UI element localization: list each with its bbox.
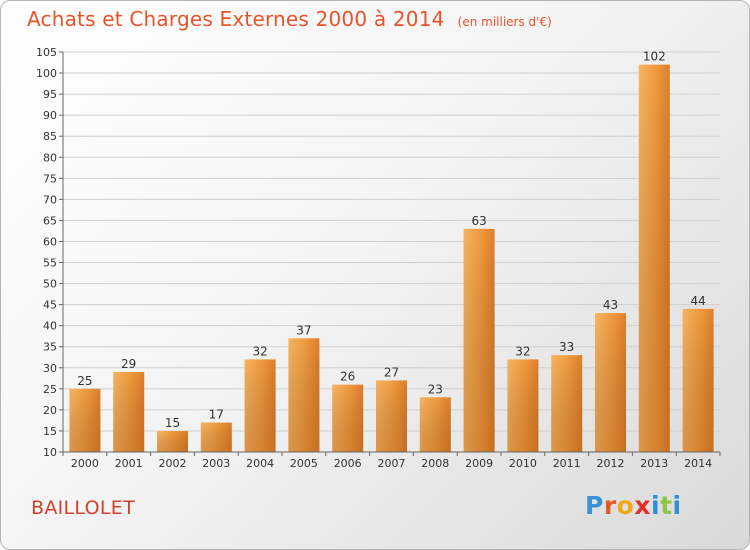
- logo-letter: r: [603, 491, 617, 520]
- y-tick-label: 50: [43, 278, 57, 291]
- value-label: 27: [384, 365, 399, 379]
- logo-letter: i: [651, 491, 661, 520]
- x-tick-label: 2010: [509, 457, 537, 470]
- x-tick-label: 2001: [115, 457, 143, 470]
- bar-shade: [638, 64, 670, 452]
- value-label: 63: [471, 214, 486, 228]
- y-tick-label: 90: [43, 109, 57, 122]
- value-label: 37: [296, 323, 311, 337]
- value-label: 25: [77, 374, 92, 388]
- y-tick-label: 25: [43, 383, 57, 396]
- axis-layer: 10 15 20 25 30 35 40 45 50 55 60 65 70 75 80 85 90 95 100 1…: [36, 46, 721, 470]
- value-label: 26: [340, 370, 355, 384]
- y-tick-label: 10: [43, 446, 57, 459]
- value-label: 15: [165, 416, 180, 430]
- bar-layer: 25 29 15 17 32 37 26 27 23 63 32 33 43 102 44: [69, 50, 714, 452]
- y-tick-label: 70: [43, 193, 57, 206]
- bar-shade: [288, 338, 320, 452]
- bar-shade: [551, 355, 583, 452]
- logo-letter: t: [660, 491, 673, 520]
- x-tick-label: 2007: [378, 457, 406, 470]
- bar-shade: [507, 359, 539, 452]
- proxiti-logo: Proxiti: [585, 491, 682, 520]
- y-tick-label: 30: [43, 362, 57, 375]
- x-tick-label: 2005: [290, 457, 318, 470]
- bar-shade: [682, 308, 714, 452]
- value-label: 17: [209, 408, 224, 422]
- x-tick-label: 2002: [159, 457, 187, 470]
- y-tick-label: 60: [43, 235, 57, 248]
- x-tick-label: 2011: [553, 457, 581, 470]
- y-tick-label: 75: [43, 172, 57, 185]
- value-label: 29: [121, 357, 136, 371]
- chart-unit: (en milliers d'€): [457, 15, 552, 29]
- x-tick-label: 2003: [202, 457, 230, 470]
- bar-shade: [69, 388, 101, 452]
- y-tick-label: 45: [43, 299, 57, 312]
- y-tick-label: 85: [43, 130, 57, 143]
- x-tick-label: 2008: [421, 457, 449, 470]
- logo-letter: i: [672, 491, 682, 520]
- logo-letter: o: [616, 491, 635, 520]
- value-label: 43: [603, 298, 618, 312]
- logo-letter: x: [634, 491, 651, 520]
- value-label: 33: [559, 340, 574, 354]
- x-tick-label: 2004: [246, 457, 274, 470]
- y-tick-label: 55: [43, 257, 57, 270]
- bar-shade: [376, 380, 407, 452]
- bar-shade: [244, 359, 276, 452]
- x-tick-label: 2014: [684, 457, 712, 470]
- y-tick-label: 15: [43, 425, 57, 438]
- value-label: 32: [515, 344, 530, 358]
- place-name: BAILLOLET: [31, 497, 135, 519]
- bar-shade: [113, 372, 145, 452]
- y-tick-label: 65: [43, 214, 57, 227]
- bar-shade: [157, 430, 188, 452]
- logo-letter: P: [585, 491, 604, 520]
- x-tick-label: 2009: [465, 457, 493, 470]
- bar-shade: [200, 422, 232, 452]
- x-tick-label: 2013: [640, 457, 668, 470]
- value-label: 44: [690, 294, 705, 308]
- value-label: 102: [643, 50, 666, 64]
- x-tick-label: 2012: [597, 457, 625, 470]
- chart-title-row: Achats et Charges Externes 2000 à 2014 (…: [27, 7, 552, 31]
- y-tick-label: 40: [43, 320, 57, 333]
- bar-shade: [332, 384, 364, 452]
- x-tick-label: 2006: [334, 457, 362, 470]
- y-tick-label: 100: [36, 67, 57, 80]
- bar-shade: [463, 228, 495, 452]
- y-tick-label: 95: [43, 88, 57, 101]
- y-tick-label: 105: [36, 46, 57, 59]
- value-label: 23: [428, 382, 443, 396]
- chart-title: Achats et Charges Externes 2000 à 2014: [27, 7, 445, 31]
- y-tick-label: 35: [43, 341, 57, 354]
- value-label: 32: [252, 344, 267, 358]
- bar-shade: [595, 313, 626, 452]
- bar-shade: [419, 397, 451, 452]
- y-tick-label: 20: [43, 404, 57, 417]
- y-tick-label: 80: [43, 151, 57, 164]
- x-tick-label: 2000: [71, 457, 99, 470]
